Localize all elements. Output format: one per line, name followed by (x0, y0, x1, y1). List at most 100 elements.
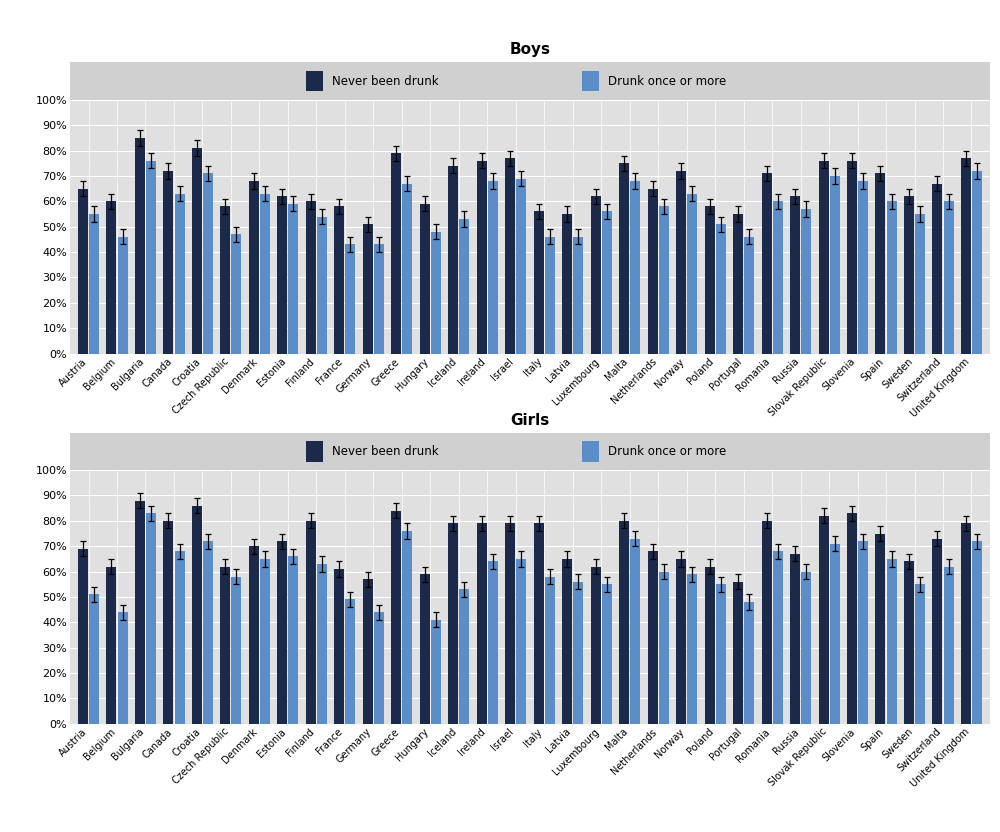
Bar (135, 138, 145, 354)
Bar (602, 584, 612, 724)
Bar (762, 521, 772, 724)
Bar (317, 564, 327, 724)
Bar (659, 572, 669, 724)
Bar (972, 171, 982, 354)
Bar (875, 173, 885, 354)
Bar (705, 567, 715, 724)
Bar (944, 567, 954, 724)
Bar (306, 521, 316, 724)
Bar (790, 554, 800, 724)
Bar (858, 181, 868, 354)
Bar (391, 153, 401, 354)
Bar (220, 206, 230, 354)
Bar (887, 559, 897, 724)
Bar (847, 513, 857, 724)
Bar (175, 552, 185, 724)
Bar (488, 562, 498, 724)
FancyBboxPatch shape (306, 71, 323, 92)
Bar (648, 189, 658, 354)
Bar (203, 541, 213, 724)
Bar (118, 612, 128, 724)
Bar (619, 163, 629, 354)
Bar (915, 584, 925, 724)
Bar (163, 171, 173, 354)
Bar (602, 211, 612, 354)
Bar (477, 161, 487, 354)
Bar (904, 562, 914, 724)
Bar (391, 511, 401, 724)
Bar (334, 206, 344, 354)
Bar (374, 612, 384, 724)
Bar (345, 600, 355, 724)
Bar (516, 179, 526, 354)
Bar (431, 232, 441, 354)
Bar (459, 219, 469, 354)
Bar (659, 206, 669, 354)
Bar (961, 158, 971, 354)
Bar (790, 196, 800, 354)
Bar (875, 533, 885, 724)
Bar (545, 577, 555, 724)
FancyBboxPatch shape (582, 71, 599, 92)
Bar (545, 237, 555, 354)
Bar (306, 201, 316, 354)
Bar (288, 204, 298, 354)
Bar (448, 166, 458, 354)
Bar (619, 521, 629, 724)
Bar (830, 543, 840, 724)
Bar (534, 523, 544, 724)
Bar (231, 577, 241, 724)
Bar (858, 541, 868, 724)
Bar (562, 559, 572, 724)
FancyBboxPatch shape (582, 441, 599, 462)
Text: Drunk once or more: Drunk once or more (608, 445, 726, 458)
Bar (505, 523, 515, 724)
Bar (887, 201, 897, 354)
Bar (904, 196, 914, 354)
Bar (420, 574, 430, 724)
Bar (716, 224, 726, 354)
Bar (277, 196, 287, 354)
Bar (591, 567, 601, 724)
Bar (819, 161, 829, 354)
Bar (801, 572, 811, 724)
Bar (106, 201, 116, 354)
Bar (744, 602, 754, 724)
Bar (431, 620, 441, 724)
Bar (534, 211, 544, 354)
Bar (163, 521, 173, 724)
Bar (146, 513, 156, 724)
Bar (146, 161, 156, 354)
Bar (591, 196, 601, 354)
Bar (932, 538, 942, 724)
Bar (203, 173, 213, 354)
Bar (630, 181, 640, 354)
Bar (573, 237, 583, 354)
Bar (277, 541, 287, 724)
Bar (915, 214, 925, 354)
Bar (744, 237, 754, 354)
Bar (687, 194, 697, 354)
Bar (135, 501, 145, 724)
Bar (192, 148, 202, 354)
Bar (89, 594, 99, 724)
Text: Drunk once or more: Drunk once or more (608, 75, 726, 87)
Bar (516, 559, 526, 724)
Bar (106, 567, 116, 724)
Bar (192, 506, 202, 724)
Bar (260, 559, 270, 724)
Bar (488, 181, 498, 354)
Bar (402, 531, 412, 724)
Bar (317, 216, 327, 354)
Bar (676, 171, 686, 354)
Bar (733, 214, 743, 354)
Bar (249, 181, 259, 354)
Bar (363, 579, 373, 724)
Bar (630, 538, 640, 724)
Bar (89, 214, 99, 354)
Bar (260, 194, 270, 354)
Bar (175, 194, 185, 354)
Bar (363, 224, 373, 354)
Bar (961, 523, 971, 724)
Bar (801, 209, 811, 354)
